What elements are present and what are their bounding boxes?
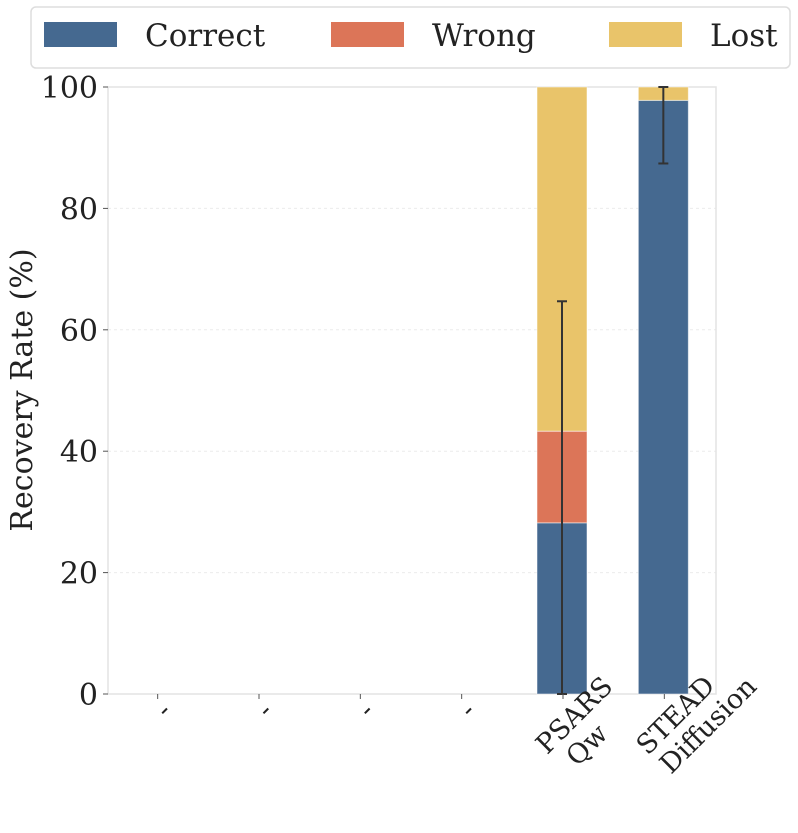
x-tick-label-line: -: [352, 696, 380, 724]
x-tick-label: -: [149, 696, 177, 724]
x-tick-label-line: -: [149, 696, 177, 724]
x-tick-label-line: -: [251, 696, 279, 724]
y-tick-label: 20: [60, 557, 98, 592]
legend-label: Wrong: [432, 18, 536, 54]
y-tick-label: 60: [60, 314, 98, 349]
error-bars: [557, 86, 669, 695]
legend-swatch: [609, 22, 682, 47]
legend-label: Correct: [145, 18, 266, 54]
x-tick-label: -: [453, 696, 481, 724]
y-tick-label: 80: [60, 192, 98, 227]
bars: [536, 86, 689, 695]
grid: [108, 86, 716, 695]
y-tick-label: 100: [41, 71, 98, 106]
legend-frame: [30, 6, 791, 69]
y-axis: 0 20 40 60 80 100: [41, 71, 108, 713]
legend-swatch: [331, 22, 404, 47]
bar-correct: [637, 99, 689, 695]
x-tick-label-line: -: [453, 696, 481, 724]
legend-label: Lost: [710, 18, 778, 54]
x-tick-label: -: [352, 696, 380, 724]
y-tick-label: 40: [60, 435, 98, 470]
legend-swatch: [44, 22, 117, 47]
y-axis-label: Recovery Rate (%): [5, 248, 40, 531]
y-tick-label: 0: [79, 678, 98, 713]
x-tick-label: -: [251, 696, 279, 724]
legend: Correct Wrong Lost: [30, 6, 791, 69]
plot-frame: [107, 86, 717, 695]
